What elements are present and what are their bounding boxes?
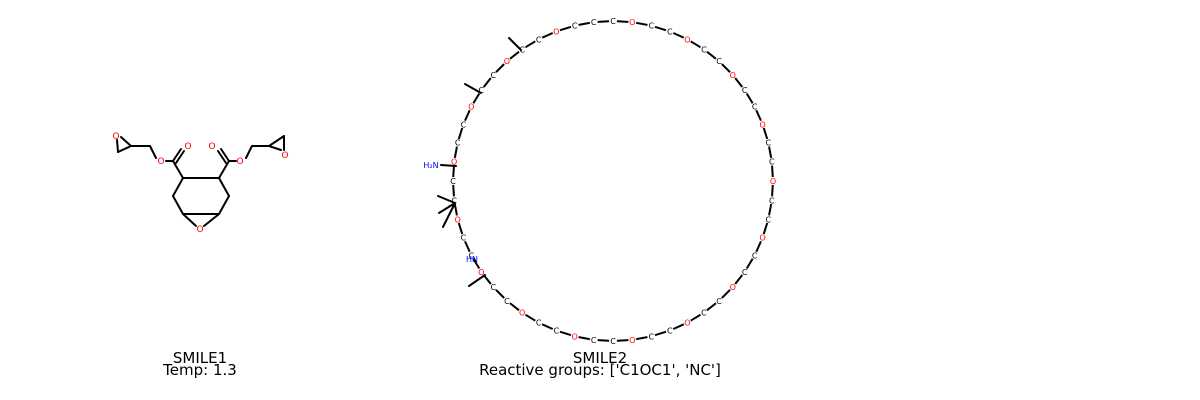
carbon-atom-label: C [752, 103, 758, 112]
primary-amine-label: H₂N [423, 161, 438, 170]
oxygen-atom-label: O [519, 309, 525, 318]
carbon-atom-label: C [716, 297, 722, 306]
carbon-atom-label: C [701, 309, 707, 318]
molecule-2-name: SMILE2 [572, 349, 628, 367]
molecule-1-name: SMILE1 [172, 349, 228, 367]
oxygen-atom-label: O [236, 157, 243, 167]
oxygen-atom-label: O [455, 215, 461, 224]
empty-panel [800, 0, 1200, 400]
carbon-atom-label: C [701, 45, 707, 54]
oxygen-atom-label: O [629, 18, 635, 27]
carbon-atom-label: C [455, 139, 461, 148]
carbon-atom-label: C [504, 297, 510, 306]
secondary-amine-label: HN [466, 255, 478, 264]
carbon-atom-label: C [536, 319, 542, 328]
oxygen-atom-label: O [553, 27, 559, 36]
oxygen-atom-label: O [684, 35, 690, 44]
molecule-1-temperature: Temp: 1.3 [163, 361, 237, 379]
oxygen-atom-label: O [468, 103, 474, 112]
carbon-atom-label: C [451, 196, 457, 205]
oxygen-atom-label: O [730, 71, 736, 80]
oxygen-atom-label: O [504, 57, 510, 66]
carbon-atom-label: C [553, 327, 559, 336]
oxygen-atom-label: O [684, 319, 690, 328]
oxygen-atom-label: O [451, 158, 457, 167]
oxygen-atom-label: O [572, 332, 578, 341]
molecule-2-reactive-groups: Reactive groups: ['C1OC1', 'NC'] [479, 361, 721, 379]
carbon-atom-label: C [648, 332, 654, 341]
carbon-atom-label: C [610, 17, 616, 26]
carbon-atom-label: C [716, 57, 722, 66]
oxygen-atom-label: O [112, 132, 119, 142]
oxygen-atom-label: O [770, 177, 776, 186]
molecule-1-structure: O O O O O O O [112, 132, 288, 235]
carbon-atom-label: C [667, 327, 673, 336]
carbon-atom-label: C [742, 86, 748, 95]
carbon-atom-label: C [490, 71, 496, 80]
carbon-atom-label: C [490, 283, 496, 292]
carbon-atom-label: C [769, 196, 775, 205]
oxygen-atom-label: O [208, 142, 215, 152]
oxygen-atom-label: O [478, 268, 484, 277]
carbon-atom-label: C [648, 22, 654, 31]
carbon-atom-label: C [742, 268, 748, 277]
carbon-atom-label: C [766, 139, 772, 148]
carbon-atom-label: C [591, 18, 597, 27]
carbon-atom-label: C [667, 27, 673, 36]
oxygen-atom-label: O [281, 151, 288, 161]
oxygen-atom-label: O [759, 120, 765, 129]
oxygen-atom-label: O [629, 336, 635, 345]
carbon-atom-label: C [591, 336, 597, 345]
carbon-atom-label: C [766, 215, 772, 224]
carbon-atom-label: C [461, 234, 467, 243]
carbon-atom-label: C [610, 337, 616, 346]
carbon-atom-label: C [769, 158, 775, 167]
carbon-atom-label: C [479, 86, 485, 95]
oxygen-atom-label: O [184, 142, 191, 152]
oxygen-atom-label: O [157, 157, 164, 167]
carbon-atom-label: C [519, 45, 525, 54]
oxygen-atom-label: O [730, 283, 736, 292]
carbon-atom-label: C [450, 177, 456, 186]
molecule-2-structure: C O CCOCCOCCOCCOCCOCCOCCOCCOCCOCCOCCOCCOCC… [423, 17, 777, 346]
carbon-atom-label: C [752, 251, 758, 260]
carbon-atom-label: C [469, 251, 475, 260]
molecule-panel-1: O O O O O O O SMILE1 Temp: 1.3 [0, 0, 400, 400]
carbon-atom-label: C [536, 35, 542, 44]
oxygen-atom-label: O [196, 225, 203, 235]
oxygen-atom-label: O [759, 234, 765, 243]
carbon-atom-label: C [461, 120, 467, 129]
carbon-atom-label: C [572, 22, 578, 31]
